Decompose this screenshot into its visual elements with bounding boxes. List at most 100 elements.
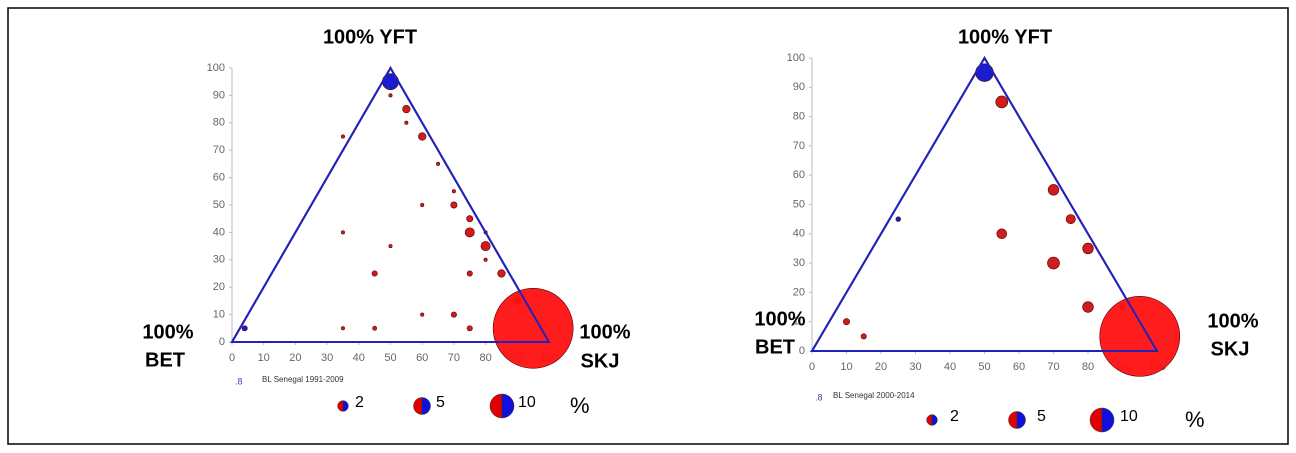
bubble [418,132,427,141]
corner-label-left: 100% [142,321,193,343]
legend-unit: % [570,393,590,418]
y-tick-label: 70 [213,144,225,156]
bubble [895,216,901,222]
bubble [450,311,457,318]
bubble [450,201,458,209]
bubble [451,189,456,194]
bubble [996,228,1008,240]
bubble [371,270,378,277]
bubble [464,227,475,238]
y-tick-label: 40 [793,228,805,240]
x-tick-label: 60 [1013,361,1025,373]
legend-bubble-left [1089,407,1103,433]
bubble [420,312,425,317]
y-tick-label: 80 [793,111,805,123]
x-tick-label: 70 [448,352,460,364]
y-tick-label: 30 [793,257,805,269]
bubble [402,104,411,114]
x-tick-label: 40 [944,361,956,373]
bubble [241,325,248,332]
legend-label: 2 [950,408,959,425]
y-tick-label: 90 [213,89,225,101]
note: .8 [815,392,823,402]
bubble [404,120,409,125]
corner-label-right: 100% [1207,310,1258,332]
y-tick-label: 100 [207,62,225,74]
bubble [388,93,393,98]
x-tick-label: 30 [321,352,333,364]
legend-bubble-right [1016,411,1026,429]
corner-label-right: SKJ [1211,338,1250,360]
bubble [483,257,488,262]
x-tick-label: 50 [384,352,396,364]
corner-label-right: SKJ [581,350,620,372]
annotation: BL Senegal 1991-2009 [262,375,344,384]
y-tick-label: 100 [787,52,805,64]
legend-label: 2 [355,394,364,411]
legend-bubble-left [489,393,503,419]
corner-label-left: BET [145,349,185,371]
x-tick-label: 30 [909,361,921,373]
bubble [975,63,994,82]
bubble [480,241,491,252]
legend-bubble-right [501,393,515,419]
y-tick-label: 10 [793,316,805,328]
bubble [420,203,425,207]
legend-bubble-right [1101,407,1115,433]
ternary-triangle-outline [230,66,551,343]
y-tick-label: 60 [793,169,805,181]
x-tick-label: 0 [229,352,235,364]
y-tick-label: 30 [213,254,225,266]
legend-bubble-right [342,400,349,412]
bubble [1099,296,1181,377]
y-tick-label: 90 [793,81,805,93]
bubble [1082,301,1094,313]
x-tick-label: 40 [353,352,365,364]
x-tick-label: 20 [875,361,887,373]
frame [7,7,1289,445]
bubble [995,95,1009,109]
y-tick-label: 20 [213,281,225,293]
legend-label: 10 [518,394,536,411]
legend-bubble-left [1008,411,1018,429]
bubble [843,318,850,326]
x-tick-label: 0 [809,361,815,373]
annotation: BL Senegal 2000-2014 [833,391,915,400]
corner-label-left: 100% [754,308,805,330]
legend-label: 5 [436,394,445,411]
legend-label: 10 [1120,408,1138,425]
legend-unit: % [1185,407,1205,432]
legend-bubble-right [931,414,938,426]
x-tick-label: 20 [289,352,301,364]
bubble [340,230,345,235]
bubble [1065,214,1076,225]
bubble [497,269,506,278]
bubble [372,325,378,331]
bubble [1047,256,1060,270]
bubble [388,244,393,249]
bubble [466,215,474,223]
legend-label: 5 [1037,408,1046,425]
bubble [492,287,574,369]
x-tick-label: 70 [1047,361,1059,373]
legend-bubble-left [413,397,423,415]
y-tick-label: 80 [213,117,225,129]
y-tick-label: 0 [219,336,225,348]
corner-label-left: BET [755,336,795,358]
corner-label-top: 100% YFT [323,26,417,48]
y-tick-label: 70 [793,140,805,152]
ternary-triangle-outline [810,56,1159,352]
x-tick-label: 60 [416,352,428,364]
bubble [340,326,345,331]
y-tick-label: 50 [793,198,805,210]
corner-label-top: 100% YFT [958,26,1052,48]
bubble [466,270,473,277]
y-tick-label: 20 [793,286,805,298]
bubble [436,161,441,166]
note: .8 [235,376,243,386]
bubble [1047,184,1060,196]
y-tick-label: 40 [213,226,225,238]
y-tick-label: 60 [213,172,225,184]
bubble [466,325,473,332]
x-tick-label: 80 [1082,361,1094,373]
